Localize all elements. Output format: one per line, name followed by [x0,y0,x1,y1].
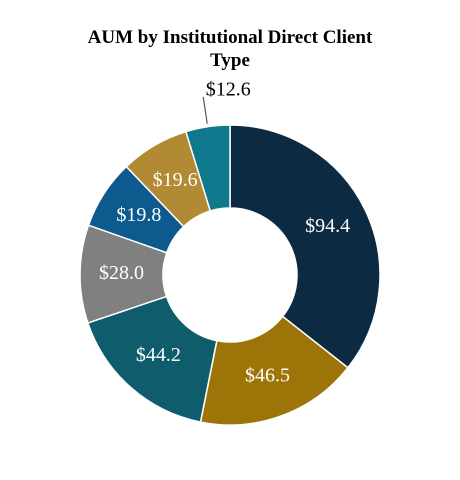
data-label: $19.8 [116,204,161,226]
leader-line [202,96,208,124]
donut-slice [86,295,218,423]
data-label: $46.5 [245,364,290,386]
chart-title: AUM by Institutional Direct Client Type [87,27,373,71]
data-label: $28.0 [99,262,144,284]
donut-slice [199,315,349,426]
donut-slice [229,124,381,369]
donut-slice [184,124,231,212]
data-label: $94.4 [305,215,350,237]
data-label: $44.2 [136,344,181,366]
data-label: $12.6 [206,79,251,101]
data-label: $19.6 [153,169,198,191]
